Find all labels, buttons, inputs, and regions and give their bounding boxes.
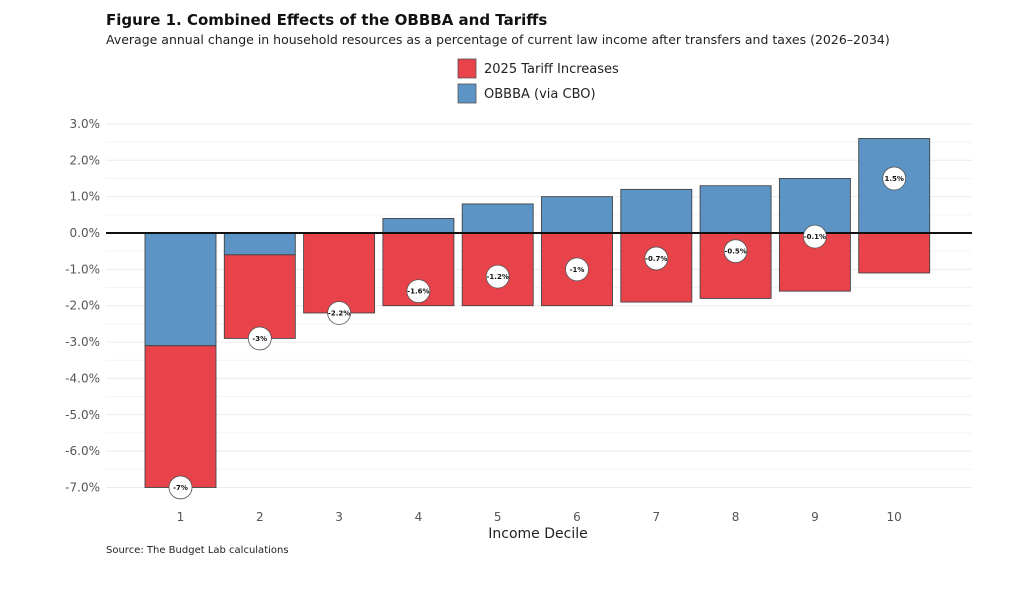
x-tick-label: 8 — [732, 510, 740, 524]
net-label-decile-7: -0.7% — [644, 246, 669, 271]
chart-subtitle: Average annual change in household resou… — [106, 32, 890, 47]
net-label-circle — [247, 326, 272, 351]
bar-obbba-decile-8 — [699, 185, 772, 234]
y-tick-label: 0.0% — [70, 226, 101, 240]
net-label-text: -1.6% — [407, 288, 429, 296]
x-tick-label: 5 — [494, 510, 502, 524]
net-label-circle — [327, 301, 352, 325]
bar-obbba-decile-4 — [382, 218, 455, 234]
legend-swatch-tariff — [457, 58, 477, 79]
x-tick-label: 4 — [415, 510, 423, 524]
net-label-circle — [168, 475, 193, 500]
net-label-text: -0.7% — [645, 255, 667, 263]
net-label-circle — [803, 224, 827, 249]
y-tick-label: -5.0% — [65, 408, 100, 422]
y-tick-label: -7.0% — [65, 480, 100, 494]
x-tick-label: 3 — [335, 510, 343, 524]
bars — [144, 138, 931, 488]
net-label-decile-6: -1% — [565, 257, 589, 282]
net-label-circle — [485, 264, 510, 289]
net-label-text: -7% — [173, 484, 188, 492]
bar-obbba-decile-7 — [620, 188, 693, 234]
x-axis: 1 2 3 4 5 6 7 8 9 10 — [177, 510, 902, 524]
legend-label-obbba: OBBBA (via CBO) — [484, 87, 596, 102]
net-label-decile-1: -7% — [168, 475, 193, 500]
net-label-circle — [723, 239, 748, 264]
bar-obbba-decile-2 — [223, 232, 296, 256]
y-tick-label: -2.0% — [65, 299, 100, 313]
x-axis-label: Income Decile — [488, 526, 587, 542]
y-axis: 3.0% 2.0% 1.0% 0.0% -1.0% -2.0% -3.0% -4.0% -5.0… — [65, 117, 100, 495]
bar-obbba-decile-1 — [144, 232, 217, 347]
net-label-decile-3: -2.2% — [327, 301, 352, 325]
net-label-circle — [644, 246, 669, 271]
net-label-text: 1.5% — [884, 175, 903, 183]
net-label-text: -2.2% — [328, 309, 350, 317]
bar-tariff-decile-1 — [144, 345, 217, 488]
y-tick-label: -1.0% — [65, 262, 100, 276]
legend-label-tariff: 2025 Tariff Increases — [484, 62, 619, 77]
bar-tariff-decile-10 — [858, 232, 931, 274]
y-tick-label: -4.0% — [65, 371, 100, 385]
x-tick-label: 7 — [652, 510, 660, 524]
net-label-decile-10: 1.5% — [882, 166, 907, 191]
net-label-text: -1.2% — [487, 273, 509, 281]
net-label-decile-2: -3% — [247, 326, 272, 351]
x-tick-label: 6 — [573, 510, 581, 524]
legend-swatch-obbba — [457, 83, 477, 104]
net-label-decile-5: -1.2% — [485, 264, 510, 289]
x-tick-label: 2 — [256, 510, 264, 524]
net-label-decile-9: -0.1% — [803, 224, 827, 249]
net-label-circle — [882, 166, 907, 191]
y-tick-label: -6.0% — [65, 444, 100, 458]
x-tick-label: 10 — [887, 510, 902, 524]
net-label-circle — [406, 279, 431, 304]
chart-title: Figure 1. Combined Effects of the OBBBA … — [106, 11, 548, 29]
legend: 2025 Tariff Increases OBBBA (via CBO) — [457, 58, 619, 104]
y-tick-label: 3.0% — [70, 117, 101, 131]
net-label-circle — [565, 257, 589, 282]
bar-tariff-decile-3 — [303, 232, 376, 314]
net-label-text: -3% — [252, 335, 267, 343]
x-tick-label: 9 — [811, 510, 819, 524]
net-labels: -7% -3% -2.2% -1.6% -1.2% -1% -0.7% -0.5% -0.1% 1… — [168, 166, 907, 500]
net-label-text: -0.1% — [804, 233, 826, 241]
net-label-decile-4: -1.6% — [406, 279, 431, 304]
y-tick-label: 2.0% — [70, 153, 101, 167]
net-label-decile-8: -0.5% — [723, 239, 748, 264]
y-tick-label: 1.0% — [70, 190, 101, 204]
net-label-text: -1% — [570, 266, 585, 274]
bar-obbba-decile-5 — [461, 203, 534, 234]
x-tick-label: 1 — [177, 510, 185, 524]
bar-tariff-decile-2 — [223, 254, 296, 339]
y-tick-label: -3.0% — [65, 335, 100, 349]
bar-obbba-decile-6 — [541, 196, 613, 234]
net-label-text: -0.5% — [724, 248, 746, 256]
source-note: Source: The Budget Lab calculations — [106, 545, 289, 556]
